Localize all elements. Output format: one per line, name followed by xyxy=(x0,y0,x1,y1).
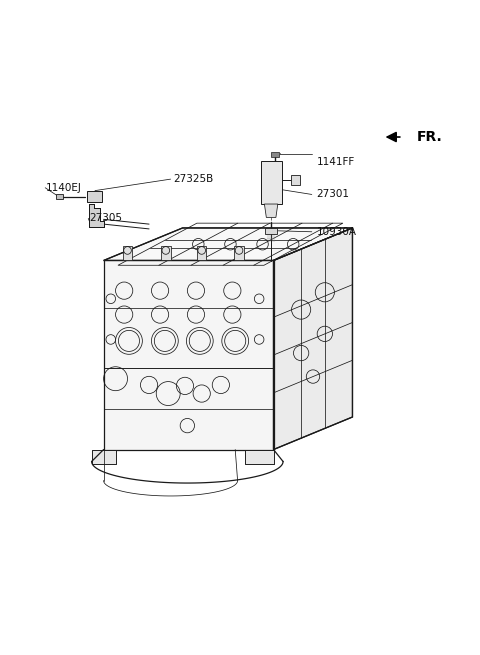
Text: 27305: 27305 xyxy=(89,214,122,223)
Text: 1140EJ: 1140EJ xyxy=(46,183,82,193)
Polygon shape xyxy=(92,449,116,464)
Text: FR.: FR. xyxy=(417,130,443,144)
Polygon shape xyxy=(89,204,104,227)
Polygon shape xyxy=(245,449,274,464)
Text: 27325B: 27325B xyxy=(173,174,213,184)
Polygon shape xyxy=(161,246,170,261)
Polygon shape xyxy=(291,176,300,185)
Text: 10930A: 10930A xyxy=(317,227,357,236)
Polygon shape xyxy=(261,161,282,204)
Polygon shape xyxy=(87,191,102,202)
Polygon shape xyxy=(197,246,206,261)
Polygon shape xyxy=(234,246,244,261)
Polygon shape xyxy=(274,228,352,449)
Polygon shape xyxy=(104,228,352,261)
Polygon shape xyxy=(104,261,274,449)
Polygon shape xyxy=(271,152,279,157)
Polygon shape xyxy=(264,204,278,217)
Polygon shape xyxy=(123,246,132,261)
Text: 1141FF: 1141FF xyxy=(317,157,355,168)
Polygon shape xyxy=(265,228,277,234)
Polygon shape xyxy=(56,195,63,199)
Text: 27301: 27301 xyxy=(317,189,349,199)
